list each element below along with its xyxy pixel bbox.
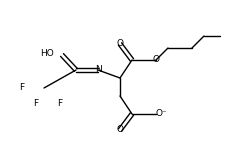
Text: HO: HO <box>40 49 54 59</box>
Text: N: N <box>95 66 101 74</box>
Text: F: F <box>20 83 25 92</box>
Text: F: F <box>33 100 39 109</box>
Text: O: O <box>116 125 123 135</box>
Text: F: F <box>57 100 63 109</box>
Text: O: O <box>116 39 123 49</box>
Text: O⁻: O⁻ <box>156 110 168 118</box>
Text: O: O <box>153 56 160 64</box>
